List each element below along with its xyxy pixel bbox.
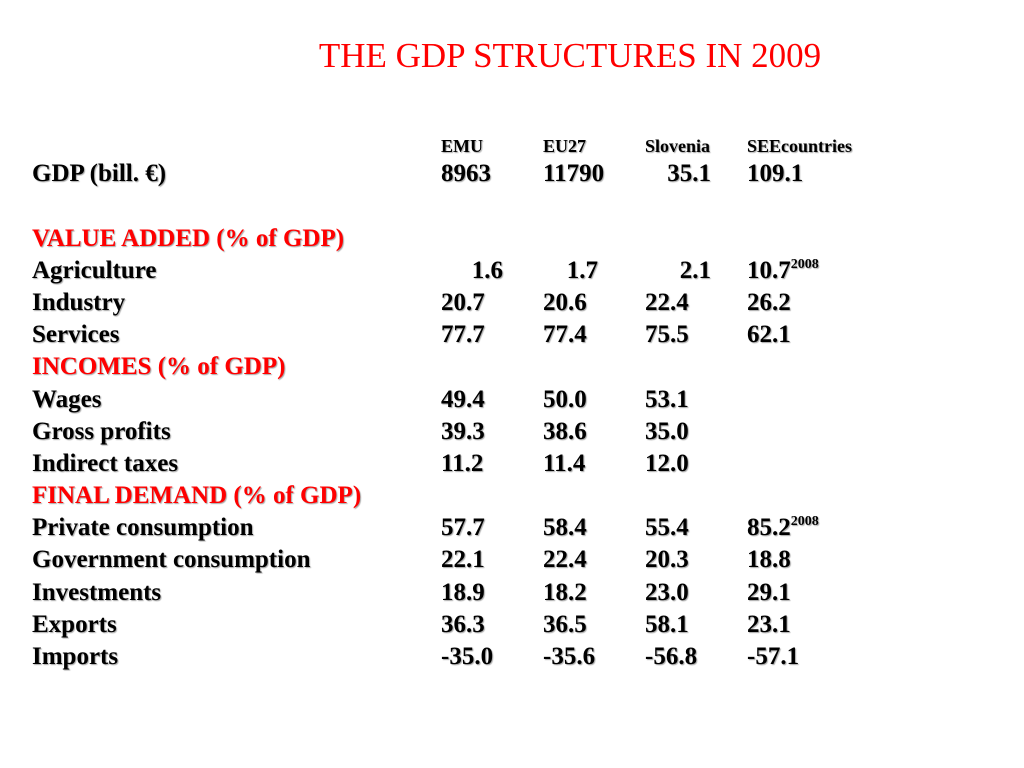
- row-label: Investments: [32, 579, 162, 606]
- cell-emu: 20.7: [441, 289, 485, 316]
- section-title: FINAL DEMAND (% of GDP): [32, 482, 362, 509]
- cell-emu: 57.7: [441, 514, 485, 541]
- table-row-wages: Wages 49.4 50.0 53.1: [0, 384, 1024, 416]
- cell-slovenia: 35.1: [667, 160, 711, 187]
- cell-seecountries: 18.8: [747, 546, 791, 573]
- slide-title: THE GDP STRUCTURES IN 2009: [318, 36, 822, 75]
- table-row-imports: Imports -35.0 -35.6 -56.8 -57.1: [0, 641, 1024, 673]
- cell-eu27: 36.5: [543, 611, 587, 638]
- section-title: VALUE ADDED (% of GDP): [32, 225, 345, 252]
- cell-seecountries: 23.1: [747, 611, 791, 638]
- cell-slovenia: 22.4: [645, 289, 689, 316]
- row-label: Agriculture: [32, 257, 157, 284]
- row-label: GDP (bill. €): [32, 160, 167, 187]
- year-footnote: 2008: [790, 257, 819, 272]
- cell-slovenia: 23.0: [645, 579, 689, 606]
- cell-eu27: 11790: [543, 160, 605, 187]
- cell-value: 85.2: [747, 514, 791, 541]
- cell-seecountries: 62.1: [747, 321, 791, 348]
- row-label: Industry: [32, 289, 126, 316]
- row-label: Private consumption: [32, 514, 254, 541]
- cell-value: 10.7: [747, 257, 791, 284]
- cell-eu27: 1.7: [566, 257, 598, 284]
- cell-eu27: 77.4: [543, 321, 587, 348]
- cell-emu: 11.2: [441, 450, 484, 477]
- table-row-indirect-taxes: Indirect taxes 11.2 11.4 12.0: [0, 448, 1024, 480]
- cell-seecountries: 109.1: [747, 160, 804, 187]
- section-header-incomes: INCOMES (% of GDP): [0, 351, 1024, 383]
- cell-eu27: 38.6: [543, 418, 587, 445]
- table-row-government-consumption: Government consumption 22.1 22.4 20.3 18…: [0, 544, 1024, 576]
- table-row-industry: Industry 20.7 20.6 22.4 26.2: [0, 287, 1024, 319]
- column-header-slovenia: Slovenia: [645, 136, 711, 156]
- section-header-value-added: VALUE ADDED (% of GDP): [0, 223, 1024, 255]
- cell-slovenia: 55.4: [645, 514, 689, 541]
- cell-eu27: 22.4: [543, 546, 587, 573]
- row-label: Indirect taxes: [32, 450, 179, 477]
- cell-slovenia: 58.1: [645, 611, 689, 638]
- cell-seecountries: 85.22008: [747, 512, 819, 544]
- cell-emu: 49.4: [441, 386, 485, 413]
- column-header-row: EMU EU27 Slovenia SEEcountries: [0, 135, 1024, 157]
- cell-eu27: 11.4: [543, 450, 586, 477]
- cell-slovenia: 35.0: [645, 418, 689, 445]
- section-title: INCOMES (% of GDP): [32, 353, 286, 380]
- cell-emu: 39.3: [441, 418, 485, 445]
- cell-eu27: -35.6: [543, 643, 596, 670]
- table-row-private-consumption: Private consumption 57.7 58.4 55.4 85.22…: [0, 512, 1024, 544]
- cell-emu: 1.6: [471, 257, 503, 284]
- cell-seecountries: -57.1: [747, 643, 800, 670]
- cell-emu: 8963: [441, 160, 491, 187]
- cell-seecountries: 26.2: [747, 289, 791, 316]
- cell-emu: 18.9: [441, 579, 485, 606]
- row-label: Imports: [32, 643, 119, 670]
- cell-emu: 36.3: [441, 611, 485, 638]
- cell-seecountries: 29.1: [747, 579, 791, 606]
- cell-slovenia: 20.3: [645, 546, 689, 573]
- table-row-gdp: GDP (bill. €) 8963 11790 35.1 109.1: [0, 158, 1024, 190]
- cell-eu27: 18.2: [543, 579, 587, 606]
- cell-emu: 22.1: [441, 546, 485, 573]
- column-header-seecountries: SEEcountries: [747, 136, 853, 156]
- row-label: Exports: [32, 611, 117, 638]
- cell-emu: 77.7: [441, 321, 485, 348]
- year-footnote: 2008: [790, 514, 819, 529]
- cell-slovenia: 2.1: [679, 257, 711, 284]
- row-label: Services: [32, 321, 120, 348]
- cell-slovenia: 75.5: [645, 321, 689, 348]
- cell-eu27: 58.4: [543, 514, 587, 541]
- row-label: Government consumption: [32, 546, 311, 573]
- table-row-exports: Exports 36.3 36.5 58.1 23.1: [0, 609, 1024, 641]
- row-label: Wages: [32, 386, 102, 413]
- cell-slovenia: -56.8: [645, 643, 698, 670]
- cell-slovenia: 53.1: [645, 386, 689, 413]
- column-header-emu: EMU: [441, 136, 483, 156]
- cell-slovenia: 12.0: [645, 450, 689, 477]
- title-area: THE GDP STRUCTURES IN 2009: [0, 0, 1024, 90]
- table-row-investments: Investments 18.9 18.2 23.0 29.1: [0, 577, 1024, 609]
- cell-seecountries: 10.72008: [747, 255, 819, 287]
- table-row-agriculture: Agriculture 1.6 1.7 2.1 10.72008: [0, 255, 1024, 287]
- table-row-gross-profits: Gross profits 39.3 38.6 35.0: [0, 416, 1024, 448]
- cell-eu27: 20.6: [543, 289, 587, 316]
- row-label: Gross profits: [32, 418, 171, 445]
- table-row-services: Services 77.7 77.4 75.5 62.1: [0, 319, 1024, 351]
- section-header-final-demand: FINAL DEMAND (% of GDP): [0, 480, 1024, 512]
- cell-emu: -35.0: [441, 643, 494, 670]
- column-header-eu27: EU27: [543, 136, 587, 156]
- cell-eu27: 50.0: [543, 386, 587, 413]
